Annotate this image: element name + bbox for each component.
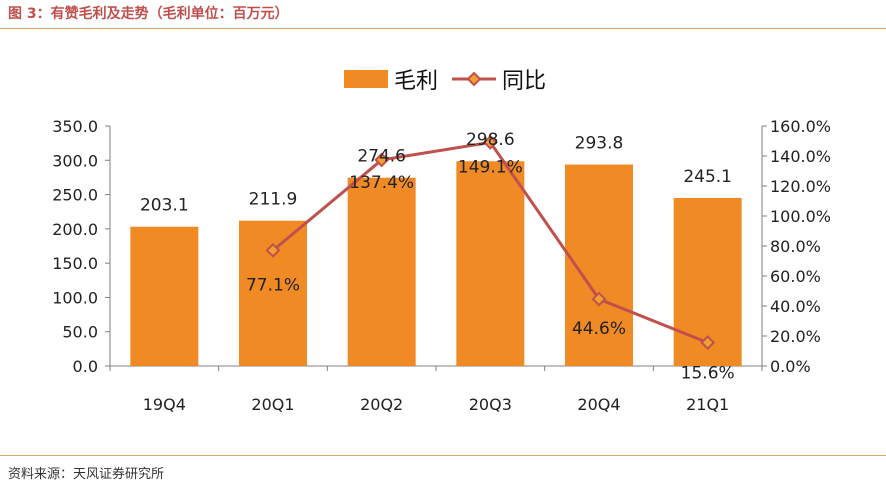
bar-value-label: 203.1	[140, 196, 189, 216]
right-tick-label: 120.0%	[770, 177, 831, 196]
x-tick-label: 20Q1	[251, 395, 294, 414]
left-tick-label: 200.0	[52, 220, 98, 239]
bar-series	[130, 161, 742, 366]
right-tick-label: 100.0%	[770, 207, 831, 226]
right-tick-label: 140.0%	[770, 147, 831, 166]
left-tick-label: 0.0	[73, 357, 98, 376]
legend-label-bar: 毛利	[394, 69, 438, 94]
bar-value-label: 293.8	[575, 134, 624, 154]
figure-title: 图 3：有赞毛利及走势（毛利单位：百万元）	[8, 6, 289, 22]
line-series	[265, 134, 716, 351]
right-tick-label: 60.0%	[770, 267, 821, 286]
line-value-label: 15.6%	[681, 364, 735, 384]
bar	[130, 226, 199, 366]
line-value-label: 149.1%	[458, 157, 523, 177]
line-point	[482, 134, 498, 150]
x-tick-label: 20Q3	[469, 395, 512, 414]
bar-value-label: 211.9	[249, 190, 298, 210]
x-tick-label: 19Q4	[143, 395, 186, 414]
bar	[347, 177, 416, 366]
legend-swatch-bar	[344, 70, 388, 88]
left-tick-label: 50.0	[62, 323, 98, 342]
left-tick-label: 350.0	[52, 117, 98, 136]
chart: 毛利 同比 0.0 50.0 100.0 150.0 200.0 250.0 300.0 350…	[52, 69, 831, 414]
right-tick-label: 0.0%	[770, 357, 811, 376]
data-labels: 203.1 211.9 274.6 298.6 293.8 245.1 77.1% 137.4…	[140, 130, 735, 383]
chart-legend: 毛利 同比	[344, 69, 546, 94]
bottom-divider	[0, 455, 886, 456]
x-tick-label: 20Q4	[577, 395, 620, 414]
bar	[456, 161, 525, 366]
line-value-label: 137.4%	[349, 173, 414, 193]
top-divider	[0, 28, 886, 29]
chart-axes: 0.0 50.0 100.0 150.0 200.0 250.0 300.0 350.0 0.0…	[52, 117, 831, 414]
line-value-label: 77.1%	[246, 275, 300, 295]
bar-value-label: 274.6	[357, 147, 406, 167]
left-tick-label: 250.0	[52, 186, 98, 205]
line-point	[265, 242, 281, 258]
legend-marker-line	[466, 71, 482, 87]
right-tick-label: 40.0%	[770, 297, 821, 316]
source-note: 资料来源：天风证券研究所	[8, 467, 165, 482]
legend-label-line: 同比	[502, 69, 546, 94]
bar-value-label: 245.1	[683, 167, 732, 187]
bar-value-label: 298.6	[466, 130, 515, 150]
right-tick-label: 20.0%	[770, 327, 821, 346]
x-tick-label: 21Q1	[686, 395, 729, 414]
left-tick-label: 100.0	[52, 288, 98, 307]
right-tick-label: 160.0%	[770, 117, 831, 136]
x-tick-label: 20Q2	[360, 395, 403, 414]
left-tick-label: 300.0	[52, 151, 98, 170]
line-value-label: 44.6%	[572, 319, 626, 339]
line-point	[374, 152, 390, 168]
left-tick-label: 150.0	[52, 254, 98, 273]
right-tick-label: 80.0%	[770, 237, 821, 256]
line-point	[700, 335, 716, 351]
line-point	[591, 291, 607, 307]
